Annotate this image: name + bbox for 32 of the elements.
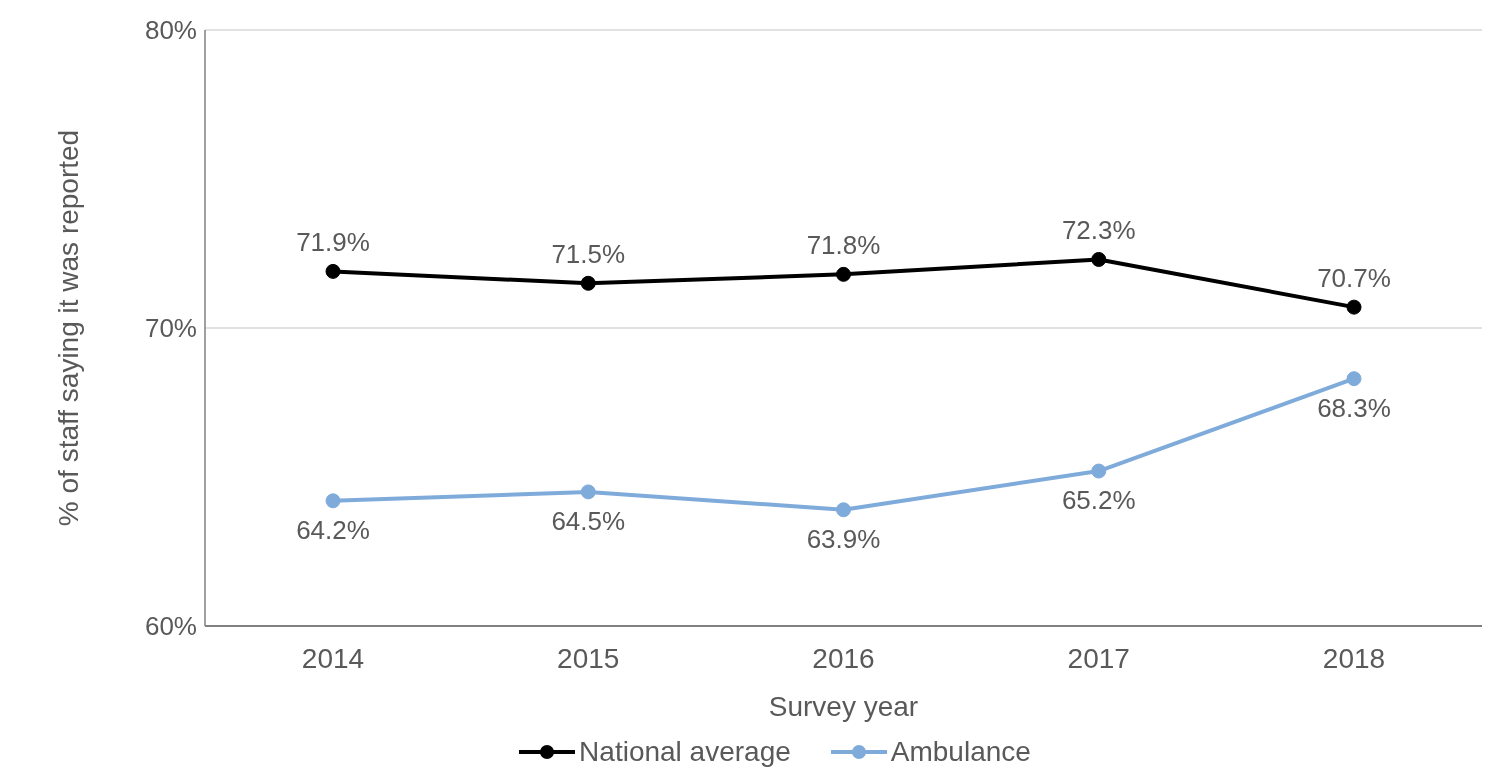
x-tick-label: 2018 [1322,642,1386,674]
data-label: 65.2% [1061,485,1136,516]
x-tick-label: 2015 [557,642,620,674]
x-tick-label: 2014 [301,642,365,674]
data-label: 63.9% [806,523,881,554]
point [836,266,851,282]
legend-label: Ambulance [890,736,1031,768]
y-tick-label: 70% [144,313,197,344]
data-label: 72.3% [1061,215,1136,246]
x-tick-label: 2016 [812,642,875,674]
point [836,502,851,518]
data-label: 71.9% [296,227,370,258]
data-label: 71.8% [806,230,881,261]
legend-label: National average [579,736,791,768]
point [325,493,341,509]
data-label: 68.3% [1317,392,1391,423]
y-axis-title: % of staff saying it was reported [52,129,84,527]
point [1091,251,1107,267]
y-tick-label: 80% [144,15,197,46]
point [1091,463,1107,479]
y-tick-label: 60% [144,611,197,642]
data-label: 71.5% [551,239,626,270]
x-tick-label: 2017 [1067,642,1130,674]
x-axis-title: Survey year [768,691,919,722]
data-label: 64.2% [296,514,370,545]
point [325,263,341,279]
data-label: 64.5% [551,505,626,536]
point [580,484,596,500]
point [1346,299,1362,315]
point [580,275,596,291]
data-label: 70.7% [1317,263,1391,294]
point [1346,371,1362,387]
